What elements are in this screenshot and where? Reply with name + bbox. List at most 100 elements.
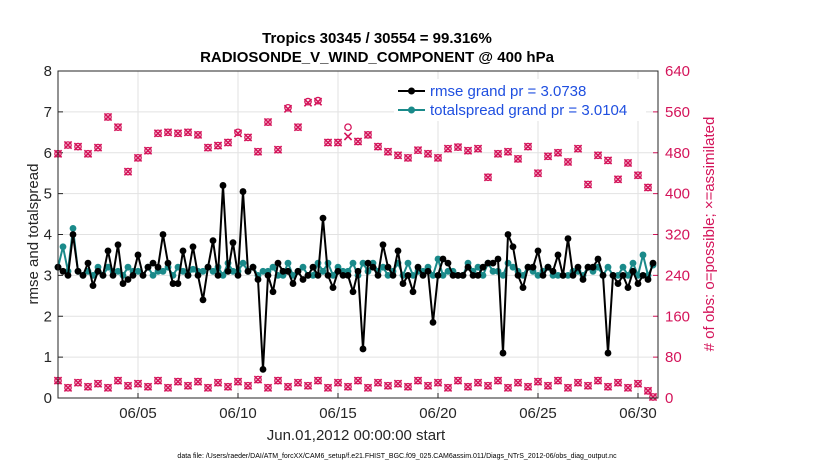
totalspread-point bbox=[219, 271, 227, 279]
x-tick-label: 06/30 bbox=[619, 405, 657, 422]
rmse-point bbox=[209, 237, 217, 245]
obs-assimilated-point bbox=[648, 392, 658, 402]
obs-possible-point bbox=[354, 376, 362, 385]
totalspread-point bbox=[564, 271, 572, 279]
totalspread-point bbox=[239, 259, 247, 267]
totalspread-point bbox=[434, 255, 442, 263]
obs-possible-point bbox=[84, 382, 92, 391]
legend-spread-marker bbox=[408, 106, 415, 114]
obs-assimilated-point bbox=[583, 381, 593, 390]
rmse-point bbox=[94, 267, 102, 275]
series-obs-circle bbox=[54, 96, 652, 192]
rmse-point bbox=[634, 280, 642, 287]
chart-title-line1: Tropics 30345 / 30554 = 99.316% bbox=[262, 30, 492, 47]
obs-possible-point bbox=[614, 175, 622, 184]
totalspread-point bbox=[134, 267, 142, 275]
obs-assimilated-point bbox=[543, 152, 553, 161]
rmse-point bbox=[509, 243, 517, 251]
obs-assimilated-point bbox=[523, 382, 533, 391]
rmse-point bbox=[409, 288, 417, 296]
rmse-point bbox=[484, 259, 492, 267]
rmse-point bbox=[254, 276, 262, 283]
rmse-point bbox=[434, 271, 442, 279]
y-right-tick-label: 560 bbox=[665, 104, 690, 121]
totalspread-point bbox=[229, 267, 237, 275]
y-right-tick-label: 160 bbox=[665, 308, 690, 325]
obs-assimilated-point bbox=[363, 383, 373, 392]
rmse-point bbox=[594, 255, 602, 263]
obs-assimilated-point bbox=[413, 146, 423, 155]
obs-possible-point bbox=[174, 129, 182, 138]
rmse-point bbox=[184, 271, 192, 279]
obs-possible-point bbox=[94, 143, 102, 152]
obs-assimilated-point bbox=[343, 132, 353, 141]
obs-assimilated-point bbox=[303, 98, 313, 107]
obs-assimilated-point bbox=[243, 381, 253, 390]
rmse-point bbox=[474, 271, 482, 279]
rmse-point bbox=[219, 182, 227, 189]
obs-assimilated-point bbox=[373, 142, 383, 151]
obs-assimilated-point bbox=[623, 383, 633, 392]
obs-assimilated-point bbox=[243, 133, 253, 142]
rmse-point bbox=[524, 263, 532, 271]
rmse-point bbox=[389, 271, 397, 279]
obs-possible-point bbox=[474, 144, 482, 153]
obs-assimilated-point bbox=[533, 169, 543, 178]
totalspread-point bbox=[489, 267, 497, 275]
rmse-point bbox=[429, 318, 437, 326]
totalspread-point bbox=[639, 251, 647, 259]
totalspread-point bbox=[619, 263, 627, 271]
x-tick-label: 06/20 bbox=[419, 405, 457, 422]
rmse-point bbox=[554, 251, 562, 259]
obs-assimilated-point bbox=[193, 130, 203, 140]
obs-assimilated-point bbox=[283, 104, 293, 113]
rmse-point bbox=[144, 263, 152, 271]
obs-assimilated-point bbox=[503, 147, 513, 156]
rmse-point bbox=[199, 296, 207, 304]
obs-assimilated-point bbox=[293, 123, 303, 132]
rmse-point bbox=[159, 231, 167, 238]
rmse-point bbox=[259, 365, 267, 373]
obs-possible-point bbox=[234, 377, 242, 386]
obs-assimilated-point bbox=[233, 129, 243, 138]
obs-assimilated-point bbox=[393, 379, 403, 388]
obs-assimilated-point bbox=[353, 376, 363, 385]
rmse-point bbox=[164, 259, 172, 267]
y-left-tick-label: 3 bbox=[44, 267, 52, 284]
obs-possible-point bbox=[634, 171, 642, 180]
totalspread-point bbox=[269, 263, 277, 271]
y-right-tick-label: 400 bbox=[665, 186, 690, 203]
obs-possible-point bbox=[504, 383, 512, 392]
obs-assimilated-point bbox=[153, 376, 163, 385]
y-left-tick-label: 7 bbox=[44, 104, 52, 121]
rmse-point bbox=[394, 247, 402, 255]
obs-possible-point bbox=[554, 148, 562, 157]
rmse-point bbox=[444, 259, 452, 267]
obs-possible-point bbox=[424, 381, 432, 390]
obs-possible-point bbox=[604, 382, 612, 391]
obs-assimilated-point bbox=[453, 376, 463, 385]
totalspread-point bbox=[359, 259, 367, 267]
rmse-point bbox=[589, 263, 597, 271]
obs-possible-point bbox=[414, 376, 422, 385]
footer-data-file: data file: /Users/raeder/DAI/ATM_forcXX/… bbox=[177, 453, 617, 460]
obs-assimilated-point bbox=[183, 381, 193, 390]
obs-possible-point bbox=[164, 383, 172, 392]
obs-possible-point bbox=[314, 376, 322, 385]
rmse-point bbox=[604, 349, 612, 357]
obs-possible-point bbox=[224, 382, 232, 391]
obs-assimilated-point bbox=[313, 97, 323, 106]
obs-assimilated-point bbox=[193, 377, 203, 386]
rmse-point bbox=[124, 276, 132, 283]
obs-possible-point bbox=[584, 180, 592, 189]
obs-possible-point bbox=[254, 147, 262, 156]
obs-assimilated-point bbox=[323, 383, 333, 392]
obs-assimilated-point bbox=[173, 377, 183, 386]
obs-possible-point bbox=[324, 138, 332, 147]
rmse-point bbox=[499, 349, 507, 357]
obs-possible-point bbox=[154, 376, 162, 385]
obs-possible-point bbox=[334, 138, 342, 147]
totalspread-point bbox=[69, 224, 77, 232]
rmse-point bbox=[624, 284, 632, 292]
obs-possible-point bbox=[394, 379, 402, 388]
